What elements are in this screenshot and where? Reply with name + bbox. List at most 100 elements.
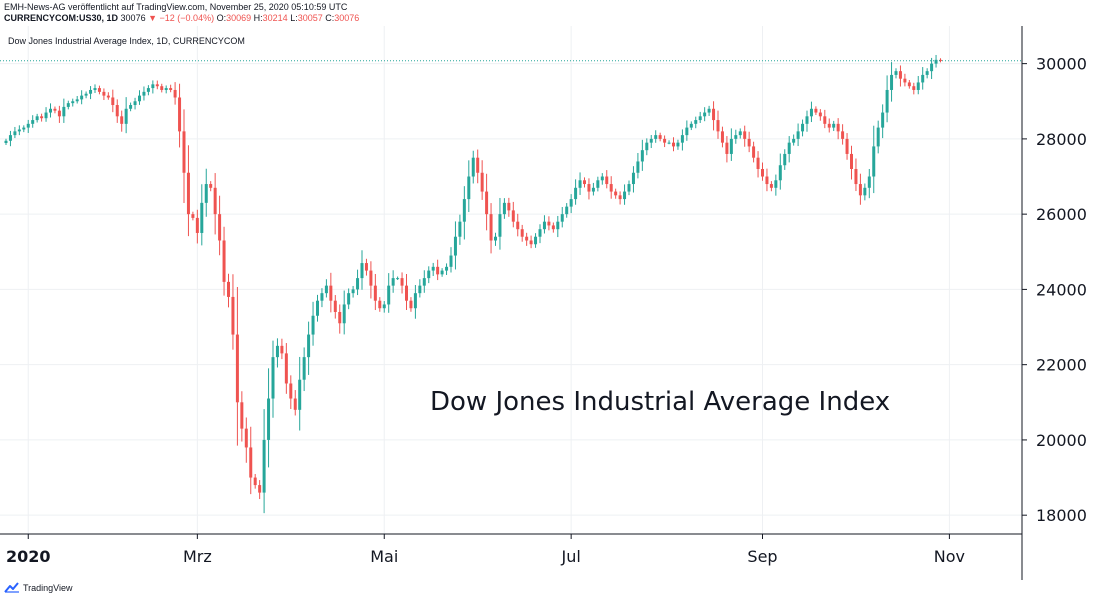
candle-body (556, 221, 560, 230)
change-value: −12 (−0.04%) (159, 13, 215, 23)
logo-text: TradingView (23, 582, 73, 593)
candle-body (62, 106, 66, 117)
candle-body (146, 88, 150, 92)
candles (4, 54, 942, 514)
candle-body (609, 184, 613, 192)
high-value: 30214 (262, 13, 288, 23)
candle-body (627, 184, 631, 192)
candle-body (8, 135, 12, 141)
candle-body (640, 150, 644, 162)
candle-body (476, 157, 480, 173)
candle-body (921, 74, 925, 83)
candle-body (22, 127, 26, 130)
candle-body (645, 142, 649, 151)
candle-body (916, 82, 920, 90)
candle-body (480, 172, 484, 192)
candle-body (71, 101, 75, 104)
candle-body (907, 82, 911, 87)
candle-body (934, 59, 938, 64)
candle-body (26, 123, 30, 128)
candle-body (636, 161, 640, 173)
candle-body (53, 108, 57, 111)
candle-body (378, 300, 382, 309)
candle-body (311, 315, 315, 335)
candle-body (120, 116, 124, 124)
candle-body (405, 285, 408, 301)
candle-body (667, 142, 671, 144)
candle-body (66, 103, 70, 107)
candle-body (449, 255, 453, 267)
candle-body (498, 214, 502, 237)
candle-body (520, 229, 524, 237)
candle-body (703, 112, 707, 117)
candle-body (729, 138, 733, 154)
candle-body (823, 116, 827, 124)
tradingview-logo[interactable]: TradingView (4, 582, 73, 593)
grid (0, 26, 1022, 534)
candlestick-chart[interactable]: Dow Jones Industrial Average Index, 1D, … (0, 26, 1100, 580)
candle-body (707, 108, 711, 113)
candle-body (222, 240, 226, 282)
candle-body (387, 285, 391, 305)
candle-body (712, 108, 716, 121)
y-axis[interactable]: 18000 20000 22000 24000 26000 28000 30000 (1021, 26, 1087, 580)
candle-body (329, 285, 333, 301)
candle-body (333, 300, 337, 312)
last-price: 30076 (120, 13, 146, 23)
candle-body (623, 191, 627, 200)
candle-body (280, 345, 284, 354)
candle-body (618, 195, 622, 200)
candle-body (289, 383, 293, 399)
candle-body (769, 184, 773, 188)
candle-body (422, 278, 426, 286)
publisher-text: EMH-News-AG veröffentlicht auf TradingVi… (4, 2, 348, 12)
candle-body (364, 263, 368, 271)
candle-body (756, 157, 760, 169)
candle-body (903, 78, 907, 83)
candle-body (569, 199, 573, 207)
candle-body (155, 84, 159, 87)
low-label: L: (290, 13, 298, 23)
candle-body (854, 168, 858, 185)
candle-body (262, 439, 266, 493)
candle-body (409, 300, 413, 309)
candle-body (40, 116, 44, 119)
y-tick-label: 28000 (1036, 130, 1087, 149)
candle-body (792, 138, 796, 143)
candle-body (97, 88, 101, 92)
candle-body (195, 217, 199, 233)
candle-body (689, 123, 693, 128)
candle-body (738, 131, 742, 136)
candle-body (925, 71, 929, 75)
candle-body (458, 221, 462, 237)
close-value: 30076 (334, 13, 360, 23)
candle-body (818, 112, 822, 117)
candle-body (49, 108, 52, 113)
candle-body (462, 199, 466, 222)
candle-body (227, 281, 230, 297)
x-axis[interactable]: 2020 Mrz Mai Jul Sep Nov (0, 533, 1022, 566)
candle-body (720, 131, 724, 143)
candle-body (115, 105, 119, 117)
candle-body (796, 131, 800, 139)
candle-body (17, 129, 21, 132)
chart-annotation: Dow Jones Industrial Average Index (430, 387, 890, 417)
candle-body (453, 236, 457, 256)
candle-body (898, 71, 902, 79)
y-tick-label: 26000 (1036, 205, 1087, 224)
x-tick-label: Sep (747, 547, 777, 566)
candle-body (698, 116, 702, 121)
candle-body (734, 135, 738, 139)
candle-body (413, 293, 417, 309)
candle-body (809, 108, 813, 117)
symbol-label: CURRENCYCOM:US30, 1D (4, 13, 119, 23)
candle-body (138, 95, 141, 102)
candle-body (494, 236, 497, 241)
candle-body (338, 311, 342, 324)
candle-body (752, 146, 756, 158)
candle-body (106, 95, 110, 98)
candle-body (489, 214, 493, 241)
candle-body (747, 138, 751, 147)
candle-body (431, 266, 435, 271)
open-label: O: (216, 13, 227, 23)
